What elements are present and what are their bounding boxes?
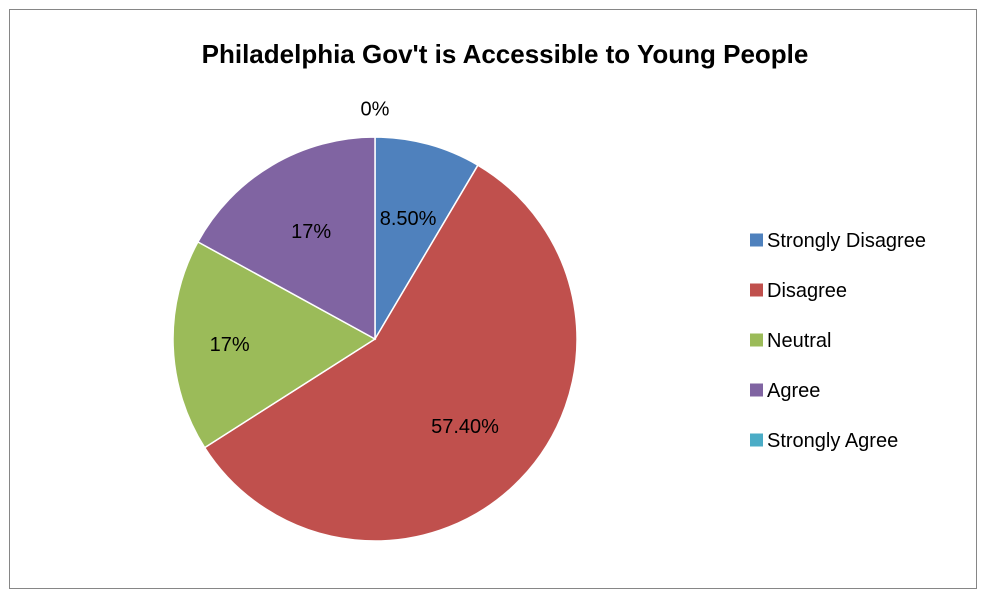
legend-item-strongly-disagree: Strongly Disagree xyxy=(750,230,926,252)
data-label-neutral: 17% xyxy=(210,334,250,356)
legend-swatch-neutral xyxy=(750,333,763,347)
pie-slice-strongly-disagree xyxy=(374,136,479,342)
legend-item-strongly-agree: Strongly Agree xyxy=(750,430,898,452)
legend-item-disagree: Disagree xyxy=(750,280,847,302)
chart-title: Philadelphia Gov't is Accessible to Youn… xyxy=(202,39,809,69)
data-label-strongly-agree: 0% xyxy=(361,99,390,121)
data-label-agree: 17% xyxy=(291,221,331,243)
legend-label-strongly-disagree: Strongly Disagree xyxy=(767,230,926,252)
pie-slices xyxy=(172,136,578,542)
legend-swatch-disagree xyxy=(750,283,763,297)
legend-swatch-agree xyxy=(750,383,763,397)
data-labels: 8.50% 57.40% 17% 17% 0% xyxy=(210,99,500,438)
legend-swatch-strongly-disagree xyxy=(750,233,763,247)
data-label-disagree: 57.40% xyxy=(431,416,499,438)
legend-label-disagree: Disagree xyxy=(767,280,847,302)
pie-slice-neutral xyxy=(172,240,377,449)
data-label-strongly-disagree: 8.50% xyxy=(380,208,437,230)
legend-swatch-strongly-agree xyxy=(750,433,763,447)
legend-item-agree: Agree xyxy=(750,380,820,402)
pie-slice-disagree xyxy=(203,164,578,542)
pie-slice-agree xyxy=(196,136,376,341)
legend-label-neutral: Neutral xyxy=(767,330,831,352)
legend: Strongly Disagree Disagree Neutral Agree Str… xyxy=(750,230,926,452)
legend-label-agree: Agree xyxy=(767,380,820,402)
legend-label-strongly-agree: Strongly Agree xyxy=(767,430,898,452)
legend-item-neutral: Neutral xyxy=(750,330,831,352)
